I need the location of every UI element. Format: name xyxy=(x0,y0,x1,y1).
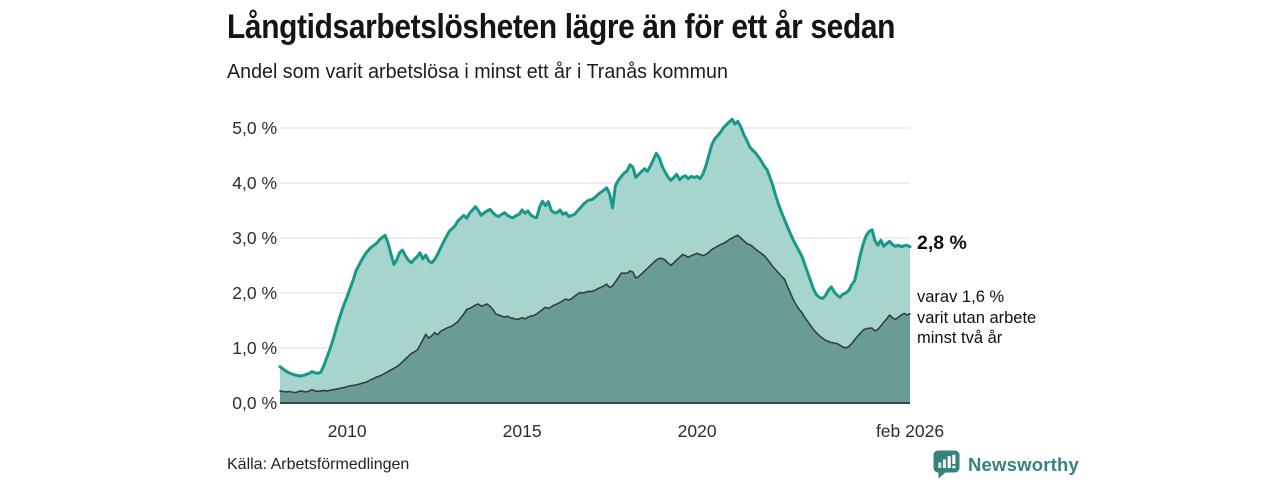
annotation-line: minst två år xyxy=(917,329,1003,347)
series-line-1 xyxy=(279,234,911,394)
y-tick-label: 4,0 % xyxy=(232,173,277,193)
y-tick-label: 0,0 % xyxy=(232,393,277,413)
series-line-0 xyxy=(278,117,912,378)
newsworthy-logo: Newsworthy xyxy=(933,450,1079,479)
x-tick-label: 2020 xyxy=(678,421,717,441)
two-year-annotation: varav 1,6 % varit utan arbete minst två … xyxy=(917,287,1036,349)
y-tick-label: 1,0 % xyxy=(232,338,277,358)
source-credit: Källa: Arbetsförmedlingen xyxy=(227,456,410,473)
page-subtitle: Andel som varit arbetslösa i minst ett å… xyxy=(227,60,749,84)
x-tick-label: 2015 xyxy=(503,421,542,441)
page-title: Långtidsarbetslösheten lägre än för ett … xyxy=(227,8,986,47)
newsworthy-bubble-chart-icon xyxy=(933,450,960,479)
brand-name: Newsworthy xyxy=(968,453,1079,475)
annotation-line: varit utan arbete xyxy=(917,308,1037,327)
latest-value-label: 2,8 % xyxy=(917,232,967,254)
y-tick-label: 3,0 % xyxy=(232,228,277,248)
y-tick-label: 2,0 % xyxy=(232,283,277,303)
x-tick-label: feb 2026 xyxy=(876,421,944,441)
x-tick-label: 2010 xyxy=(328,421,367,441)
page-subtitle-text: Andel som varit arbetslösa i minst ett å… xyxy=(227,60,728,83)
annotation-line: varav 1,6 % xyxy=(917,288,1005,306)
y-tick-label: 5,0 % xyxy=(232,118,277,138)
series-area-1 xyxy=(280,235,910,403)
page-title-text: Långtidsarbetslösheten lägre än för ett … xyxy=(227,8,896,46)
